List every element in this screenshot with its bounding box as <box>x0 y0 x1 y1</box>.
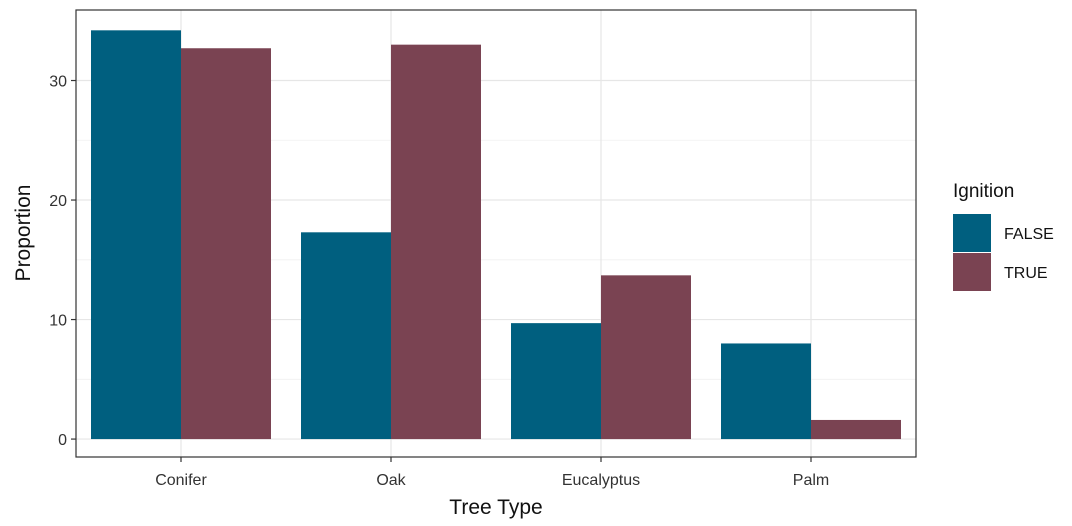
bar-false-conifer <box>91 30 181 440</box>
x-tick-label: Conifer <box>155 472 207 489</box>
bar-true-conifer <box>181 48 271 440</box>
legend-key-false <box>953 214 991 252</box>
legend-label-true: TRUE <box>1004 265 1048 282</box>
legend-title: Ignition <box>953 181 1014 202</box>
bar-true-palm <box>811 419 901 440</box>
plot-panel-border <box>75 9 917 458</box>
y-axis: 0 10 20 30 <box>49 74 76 449</box>
y-tick-label: 30 <box>49 74 67 91</box>
legend-label-false: FALSE <box>1004 226 1054 243</box>
bar-false-palm <box>721 343 811 440</box>
bar-false-eucalyptus <box>511 323 601 440</box>
x-axis-title: Tree Type <box>449 496 542 519</box>
bar-true-oak <box>391 44 481 440</box>
y-tick-label: 0 <box>58 432 67 449</box>
bar-true-eucalyptus <box>601 275 691 440</box>
legend-items: FALSE TRUE <box>953 214 1054 291</box>
x-tick-label: Palm <box>793 472 829 489</box>
x-axis: Conifer Oak Eucalyptus Palm <box>155 457 829 489</box>
y-tick-label: 10 <box>49 313 67 330</box>
legend: Ignition FALSE TRUE <box>953 181 1054 291</box>
bar-false-oak <box>301 232 391 440</box>
x-tick-label: Eucalyptus <box>562 472 640 489</box>
y-axis-title: Proportion <box>12 185 35 282</box>
x-tick-label: Oak <box>376 472 406 489</box>
legend-key-true <box>953 253 991 291</box>
y-tick-label: 20 <box>49 193 67 210</box>
bars <box>91 30 901 440</box>
